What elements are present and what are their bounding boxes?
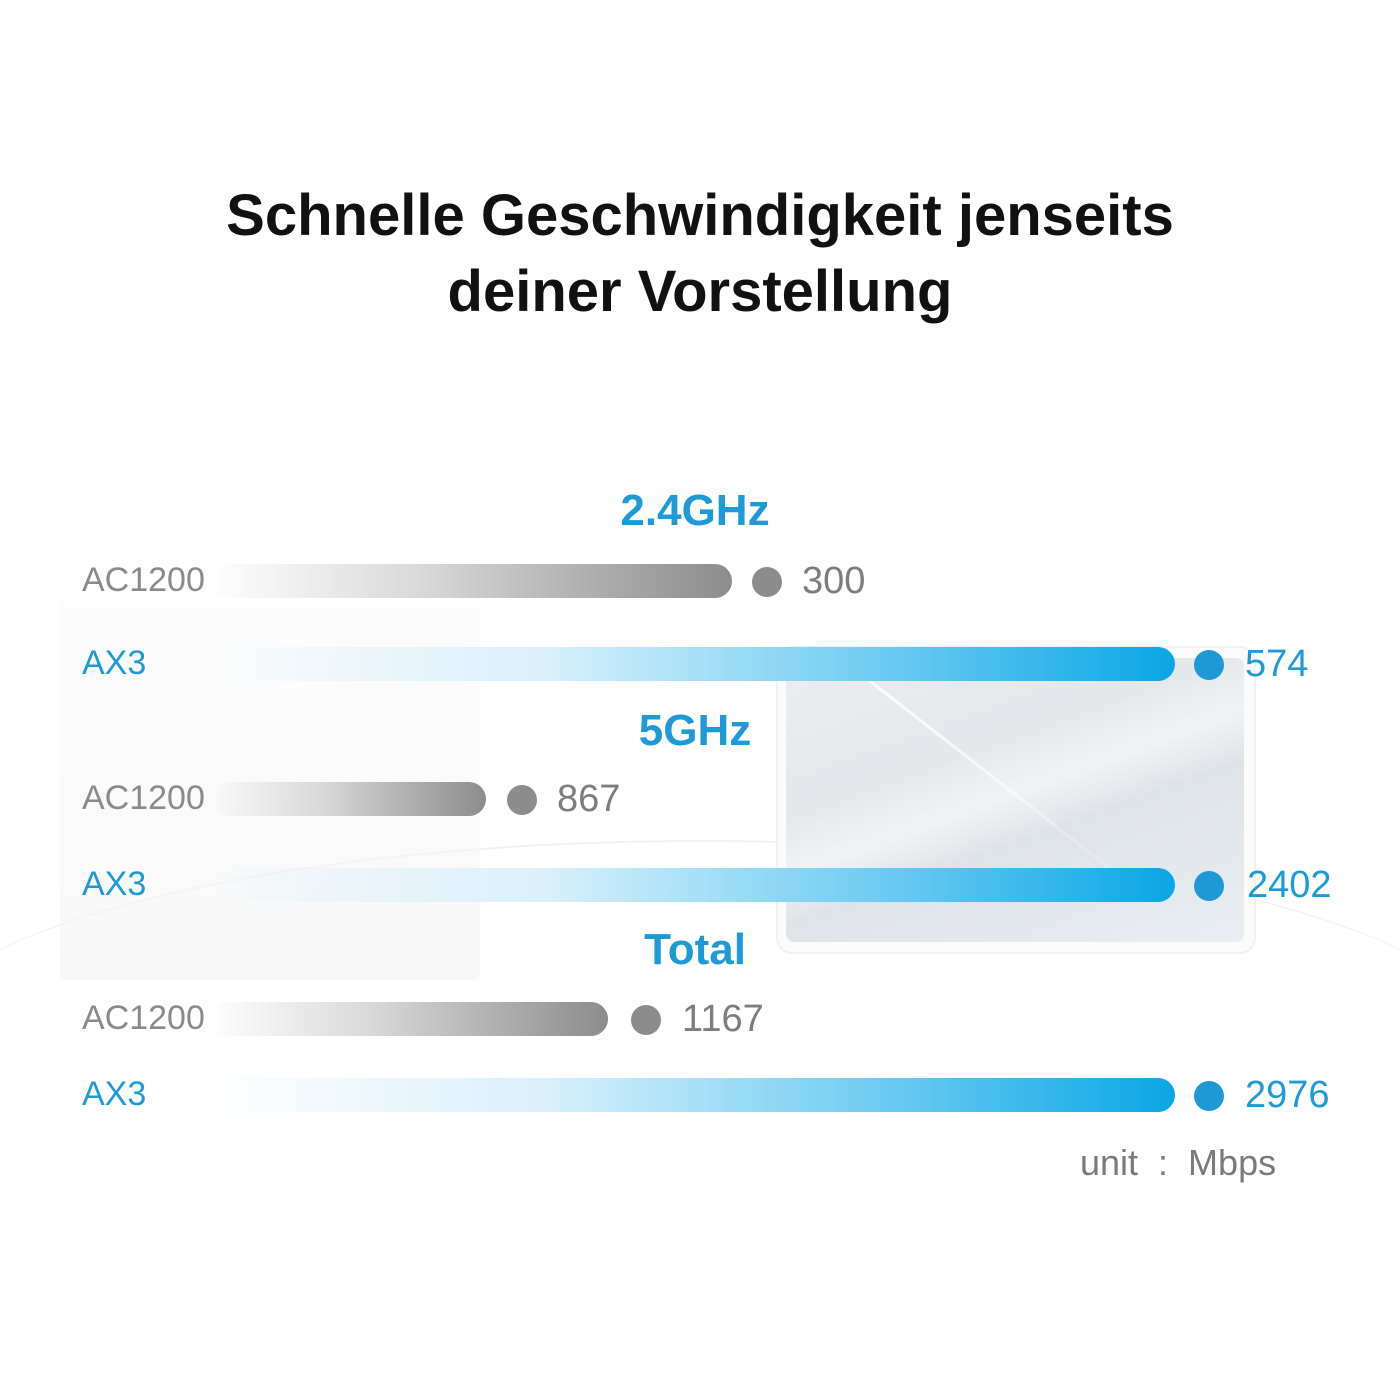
value-label: 1167 (682, 998, 764, 1040)
dot-marker-icon (1194, 650, 1224, 680)
group-title-2.4ghz: 2.4GHz (620, 486, 770, 535)
dot-marker-icon (507, 785, 537, 815)
bar (210, 868, 1175, 902)
series-label: AC1200 (82, 999, 205, 1037)
series-label: AC1200 (82, 779, 205, 817)
value-label: 2976 (1245, 1074, 1330, 1116)
series-label: AX3 (82, 644, 147, 682)
bar-row-2.4ghz-ac1200: AC1200 300 (0, 560, 1400, 602)
bar-row-5ghz-ac1200: AC1200 867 (0, 778, 1400, 820)
bar (210, 782, 486, 816)
dot-marker-icon (1194, 871, 1224, 901)
value-label: 2402 (1247, 864, 1332, 906)
background-swoosh (0, 840, 1400, 1262)
bar-row-2.4ghz-ax3: AX3 574 (0, 643, 1400, 685)
series-label: AX3 (82, 865, 147, 903)
group-title-5ghz: 5GHz (638, 706, 752, 755)
bar (210, 647, 1175, 681)
bar-row-total-ax3: AX3 2976 (0, 1074, 1400, 1116)
bar (210, 1078, 1175, 1112)
bar (210, 1002, 608, 1036)
page-title: Schnelle Geschwindigkeit jenseits deiner… (226, 183, 1174, 324)
group-title-total: Total (644, 925, 746, 974)
series-label: AX3 (82, 1075, 147, 1113)
bar-row-total-ac1200: AC1200 1167 (0, 998, 1400, 1040)
value-label: 867 (557, 778, 621, 820)
dot-marker-icon (1194, 1081, 1224, 1111)
bar (210, 564, 732, 598)
unit-label: unit : Mbps (1080, 1142, 1277, 1183)
bar-row-5ghz-ax3: AX3 2402 (0, 864, 1400, 906)
dot-marker-icon (752, 567, 782, 597)
series-label: AC1200 (82, 561, 205, 599)
dot-marker-icon (631, 1005, 661, 1035)
value-label: 574 (1245, 643, 1309, 685)
value-label: 300 (802, 560, 866, 602)
